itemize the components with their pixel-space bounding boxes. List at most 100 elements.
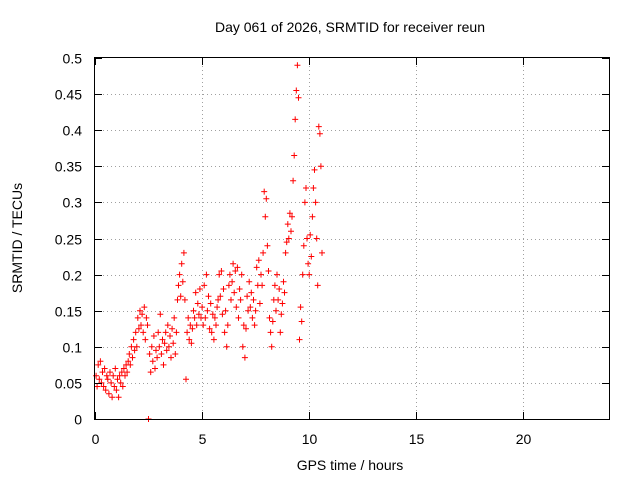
data-point [313, 235, 320, 242]
data-point [298, 318, 305, 325]
data-point [215, 296, 222, 303]
data-point [315, 123, 322, 130]
data-point [251, 322, 258, 329]
data-point [181, 296, 188, 303]
y-tick-label: 0.4 [63, 123, 83, 139]
data-point [234, 264, 241, 271]
data-point [240, 322, 247, 329]
y-tick-label: 0.2 [63, 268, 83, 284]
data-point [266, 314, 273, 321]
data-point [195, 311, 202, 318]
x-tick-label: 0 [92, 431, 100, 447]
data-point [245, 307, 252, 314]
data-point [95, 361, 102, 368]
data-point [120, 365, 127, 372]
data-point [241, 354, 248, 361]
data-point [144, 322, 151, 329]
data-point [129, 354, 136, 361]
y-tick-label: 0.35 [55, 159, 82, 175]
data-point [294, 62, 301, 69]
data-point [235, 314, 242, 321]
data-point [316, 130, 323, 137]
data-point [139, 311, 146, 318]
data-point [165, 343, 172, 350]
data-point [246, 278, 253, 285]
data-point [300, 242, 307, 249]
data-point [278, 311, 285, 318]
data-point [185, 314, 192, 321]
data-point [163, 347, 170, 354]
data-point [178, 260, 185, 267]
data-point [164, 322, 171, 329]
data-point [221, 329, 228, 336]
data-point [273, 307, 279, 314]
data-point [211, 314, 218, 321]
data-point [140, 329, 147, 336]
data-point [162, 329, 169, 336]
data-point [128, 343, 135, 350]
data-point [205, 293, 212, 300]
data-point [290, 177, 297, 184]
data-point [293, 87, 300, 94]
data-point [142, 336, 149, 343]
y-tick-label: 0.25 [55, 232, 82, 248]
data-point [210, 336, 217, 343]
data-point [281, 289, 288, 296]
data-point [179, 278, 186, 285]
data-point [258, 271, 264, 278]
data-point [229, 278, 236, 285]
data-point [109, 394, 116, 401]
data-point [194, 300, 201, 307]
data-point [262, 213, 269, 220]
data-point [311, 166, 318, 173]
data-point [307, 231, 314, 238]
data-point [271, 282, 278, 289]
data-point [160, 361, 167, 368]
data-point [167, 333, 173, 339]
data-point [104, 376, 111, 383]
y-tick-label: 0.45 [55, 87, 82, 103]
data-point [174, 296, 181, 303]
data-point [201, 282, 208, 289]
data-point [97, 358, 104, 365]
data-point [132, 329, 139, 336]
data-point [138, 322, 144, 329]
data-point [177, 293, 184, 300]
data-point [150, 333, 157, 339]
data-point [190, 307, 197, 314]
y-tick-label: 0.15 [55, 304, 82, 320]
data-point [105, 390, 112, 397]
data-point [202, 314, 209, 321]
data-point [309, 213, 316, 220]
data-point [265, 268, 272, 274]
data-point [226, 271, 233, 278]
data-point [203, 271, 210, 278]
data-point [232, 268, 239, 274]
data-point [239, 343, 246, 350]
y-tick-label: 0 [74, 412, 82, 428]
y-tick-label: 0.1 [63, 340, 83, 356]
data-point [156, 343, 163, 350]
chart-title: Day 061 of 2026, SRMTID for receiver reu… [215, 19, 485, 35]
data-point [214, 304, 221, 311]
data-point [180, 249, 187, 256]
data-point [189, 325, 196, 332]
data-point [219, 311, 226, 318]
data-point [306, 271, 313, 278]
data-point [117, 379, 124, 386]
data-point [191, 314, 198, 321]
axis-ticks [95, 58, 609, 420]
x-axis-label: GPS time / hours [297, 457, 404, 473]
x-tick-label: 10 [302, 431, 318, 447]
data-point [133, 343, 140, 350]
data-point [159, 336, 166, 343]
y-tick-label: 0.05 [55, 376, 82, 392]
data-point [122, 372, 128, 379]
data-point [224, 322, 231, 329]
y-tick-labels: 0 0.05 0.1 0.15 0.2 0.25 0.3 0.35 0.4 0.45 0.5 [55, 51, 82, 428]
data-point [101, 365, 108, 372]
data-point [137, 307, 143, 314]
data-point [134, 314, 141, 321]
data-point [289, 213, 295, 220]
data-point [285, 235, 292, 242]
